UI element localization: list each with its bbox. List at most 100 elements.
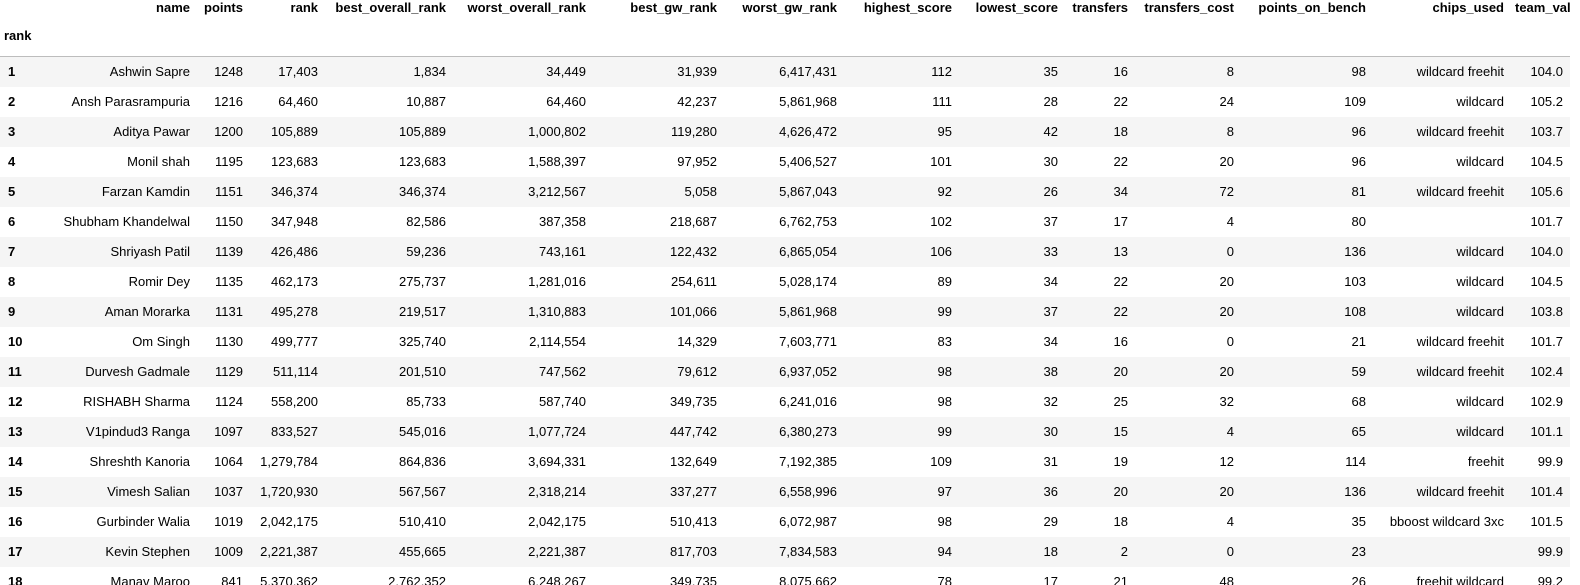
table-cell-team-value: 102.9 <box>1530 394 1563 409</box>
column-header: points <box>204 0 243 15</box>
table-cell-best-gw-rank: 31,939 <box>677 64 717 80</box>
row-index: 13 <box>8 424 23 439</box>
table-cell-chips-used: wildcard <box>1456 154 1504 169</box>
table-cell-chips-used: wildcard freehit <box>1416 484 1504 499</box>
table-cell-transfers: 16 <box>1113 334 1128 349</box>
table-cell-transfers-cost: 4 <box>1226 514 1234 529</box>
table-cell-name: Shreshth Kanoria <box>89 454 190 469</box>
table-row: 7 Shriyash Patil 1139 426,486 59,236 743,161 1… <box>0 236 1570 267</box>
table-cell-best-overall-rank: 346,374 <box>399 184 446 199</box>
table-cell-rank: 346,374 <box>271 184 318 199</box>
table-cell-team-value: 101.7 <box>1530 214 1563 229</box>
table-cell-transfers: 13 <box>1113 244 1128 259</box>
table-cell-team-value: 103.7 <box>1530 124 1563 139</box>
table-cell-rank: 2,042,175 <box>260 514 318 529</box>
table-cell-best-overall-rank: 545,016 <box>399 424 446 439</box>
table-cell-team-value: 105.2 <box>1530 94 1563 109</box>
column-header: transfers <box>1072 0 1128 15</box>
table-cell-points: 841 <box>221 574 243 585</box>
table-cell-worst-overall-rank: 587,740 <box>539 394 586 409</box>
table-cell-highest-score: 112 <box>931 64 952 80</box>
table-row: 5 Farzan Kamdin 1151 346,374 346,374 3,212,56… <box>0 176 1570 207</box>
table-cell-best-overall-rank: 85,733 <box>406 394 446 409</box>
table-cell-lowest-score: 36 <box>1043 484 1058 499</box>
table-cell-transfers: 21 <box>1113 574 1128 585</box>
table-cell-lowest-score: 30 <box>1043 154 1058 169</box>
row-index: 6 <box>8 214 16 229</box>
table-cell-name: Monil shah <box>127 154 190 169</box>
table-row: 3 Aditya Pawar 1200 105,889 105,889 1,000,802… <box>0 116 1570 147</box>
table-cell-lowest-score: 28 <box>1043 94 1058 109</box>
table-cell-transfers-cost: 8 <box>1226 124 1234 139</box>
table-cell-chips-used: wildcard freehit <box>1416 64 1504 80</box>
table-cell-points: 1129 <box>215 364 243 379</box>
table-cell-best-overall-rank: 510,410 <box>399 514 446 529</box>
table-cell-worst-overall-rank: 1,588,397 <box>528 154 586 169</box>
table-cell-chips-used: wildcard <box>1456 244 1504 259</box>
table-cell-points: 1009 <box>214 544 243 559</box>
table-cell-highest-score: 99 <box>937 424 952 439</box>
table-cell-transfers-cost: 12 <box>1219 454 1234 469</box>
table-cell-lowest-score: 17 <box>1043 574 1058 585</box>
table-cell-transfers-cost: 20 <box>1219 274 1234 289</box>
column-header: worst_overall_rank <box>467 0 586 15</box>
table-cell-best-gw-rank: 817,703 <box>670 544 717 559</box>
table-row: 1 Ashwin Sapre 1248 17,403 1,834 34,449 31,939… <box>0 56 1570 87</box>
table-row: 13 V1pindud3 Ranga 1097 833,527 545,016 1,077… <box>0 416 1570 447</box>
table-cell-points-on-bench: 23 <box>1351 544 1366 559</box>
table-cell-worst-overall-rank: 6,248,267 <box>528 574 586 585</box>
table-cell-transfers: 20 <box>1113 484 1128 499</box>
table-cell-best-gw-rank: 5,058 <box>684 184 717 199</box>
row-index: 3 <box>8 124 16 139</box>
table-cell-points: 1195 <box>215 154 243 169</box>
blank-corner-header <box>0 0 52 24</box>
table-cell-best-gw-rank: 42,237 <box>677 94 717 109</box>
table-cell-worst-gw-rank: 6,417,431 <box>779 64 837 80</box>
table-cell-worst-gw-rank: 5,867,043 <box>779 184 837 199</box>
table-cell-worst-overall-rank: 64,460 <box>546 94 586 109</box>
table-cell-worst-overall-rank: 3,212,567 <box>528 184 586 199</box>
table-cell-best-overall-rank: 201,510 <box>399 364 446 379</box>
table-cell-points: 1151 <box>215 184 243 199</box>
table-cell-name: Aditya Pawar <box>113 124 190 139</box>
table-cell-rank: 511,114 <box>272 364 318 379</box>
table-cell-points: 1131 <box>215 304 243 319</box>
table-row: 14 Shreshth Kanoria 1064 1,279,784 864,836 3,… <box>0 446 1570 477</box>
table-cell-points: 1216 <box>214 94 243 109</box>
table-cell-points: 1135 <box>215 274 243 289</box>
table-cell-points-on-bench: 81 <box>1351 184 1366 199</box>
table-cell-name: Om Singh <box>132 334 190 349</box>
table-cell-highest-score: 89 <box>937 274 952 289</box>
table-cell-points-on-bench: 96 <box>1351 124 1366 139</box>
table-cell-team-value: 101.4 <box>1530 484 1563 499</box>
table-cell-lowest-score: 26 <box>1043 184 1058 199</box>
table-cell-best-gw-rank: 254,611 <box>670 274 717 289</box>
table-cell-points-on-bench: 80 <box>1351 214 1366 229</box>
table-cell-chips-used: freehit <box>1467 454 1504 469</box>
table-cell-transfers-cost: 20 <box>1219 484 1234 499</box>
table-cell-worst-overall-rank: 1,281,016 <box>528 274 586 289</box>
table-cell-best-gw-rank: 132,649 <box>670 454 717 469</box>
table-cell-rank: 462,173 <box>271 274 318 289</box>
table-cell-rank: 1,279,784 <box>260 454 318 469</box>
table-cell-points-on-bench: 21 <box>1351 334 1366 349</box>
table-cell-worst-gw-rank: 8,075,662 <box>779 574 837 585</box>
table-cell-lowest-score: 34 <box>1043 334 1058 349</box>
table-cell-team-value: 104.0 <box>1530 64 1563 80</box>
table-cell-name: Aman Morarka <box>104 304 190 319</box>
table-cell-name: RISHABH Sharma <box>83 394 190 409</box>
row-index: 9 <box>8 304 16 319</box>
row-index: 2 <box>8 94 16 109</box>
table-cell-points-on-bench: 114 <box>1345 454 1366 469</box>
table-cell-rank: 426,486 <box>271 244 318 259</box>
table-cell-rank: 5,370,362 <box>260 574 318 585</box>
table-cell-best-overall-rank: 123,683 <box>399 154 446 169</box>
table-cell-highest-score: 111 <box>932 94 952 109</box>
table-cell-best-gw-rank: 119,280 <box>670 124 717 139</box>
column-header: chips_used <box>1432 0 1504 15</box>
table-cell-points-on-bench: 96 <box>1351 154 1366 169</box>
table-cell-points: 1139 <box>215 244 243 259</box>
table-cell-best-gw-rank: 101,066 <box>670 304 717 319</box>
table-cell-team-value: 104.5 <box>1530 274 1563 289</box>
